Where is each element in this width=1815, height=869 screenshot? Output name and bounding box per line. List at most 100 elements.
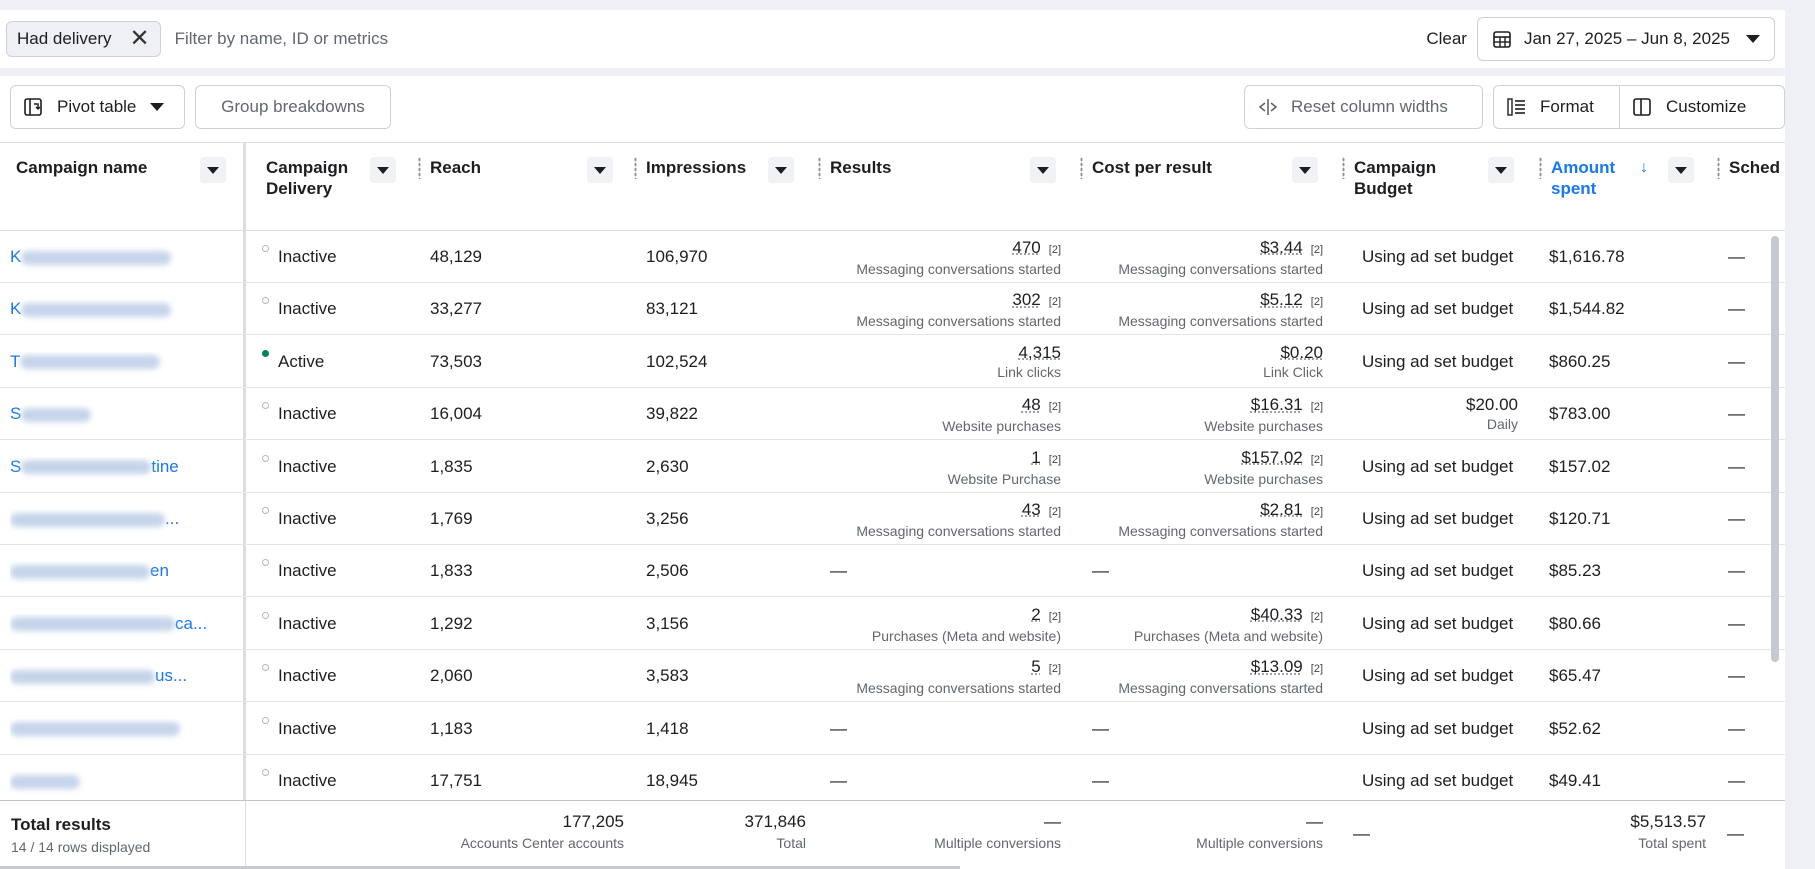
group-breakdowns-button[interactable]: Group breakdowns xyxy=(195,85,391,129)
drag-handle-icon[interactable] xyxy=(418,157,421,179)
results-value[interactable]: 43 [2] xyxy=(814,500,1061,522)
drag-handle-icon[interactable] xyxy=(1717,157,1720,179)
campaign-name-link[interactable]: ... xyxy=(10,509,230,561)
drag-handle-icon[interactable] xyxy=(1342,157,1345,179)
sort-descending-icon[interactable]: ↓ xyxy=(1640,159,1648,176)
results-label: Messaging conversations started xyxy=(856,523,1061,539)
cost-per-result-cell: $2.81 [2] Messaging conversations started xyxy=(1076,493,1323,545)
impressions-value: 3,156 xyxy=(646,613,689,633)
close-icon[interactable]: ✕ xyxy=(129,25,150,52)
chevron-down-icon[interactable] xyxy=(1488,157,1514,183)
header-amount-spent[interactable]: Amount spent ↓ xyxy=(1535,143,1713,231)
redacted-name xyxy=(21,460,152,475)
chevron-down-icon[interactable] xyxy=(200,157,226,183)
results-number[interactable]: 302 xyxy=(1012,290,1041,310)
table-row[interactable]: K Inactive 33,277 83,121 302 [2] Messagin… xyxy=(0,283,1785,336)
cpr-number[interactable]: $40.33 xyxy=(1250,604,1303,624)
cpr-value[interactable]: $16.31 [2] xyxy=(1076,395,1323,417)
header-schedule[interactable]: Sched xyxy=(1713,143,1785,231)
cpr-value[interactable]: $3.44 [2] xyxy=(1076,238,1323,260)
table-row[interactable]: S Inactive 16,004 39,822 48 [2] Website p… xyxy=(0,388,1785,441)
header-campaign-delivery[interactable]: Campaign Delivery xyxy=(250,143,414,231)
customize-button[interactable]: Customize xyxy=(1619,85,1785,129)
results-number[interactable]: 1 xyxy=(1031,447,1041,467)
results-number[interactable]: 48 xyxy=(1021,395,1041,415)
results-value[interactable]: 4,315 xyxy=(814,343,1061,363)
table-row[interactable]: ca... Inactive 1,292 3,156 2 [2] Purchase… xyxy=(0,598,1785,650)
amount-spent-value: $49.41 xyxy=(1549,771,1601,790)
table-row[interactable]: T Active 73,503 102,524 4,315 Link click… xyxy=(0,336,1785,388)
table-row[interactable]: Inactive 1,183 1,418 — — Using ad set bu… xyxy=(0,703,1785,755)
chevron-down-icon[interactable] xyxy=(1292,157,1318,183)
cost-per-result-cell: $40.33 [2] Purchases (Meta and website) xyxy=(1076,598,1323,650)
campaign-name-link[interactable]: S xyxy=(10,404,230,456)
results-number[interactable]: 470 xyxy=(1012,238,1041,257)
drag-handle-icon[interactable] xyxy=(818,157,821,179)
cpr-value[interactable]: $0.20 xyxy=(1076,343,1323,363)
cpr-value[interactable]: $13.09 [2] xyxy=(1076,657,1323,679)
cpr-value[interactable]: $40.33 [2] xyxy=(1076,605,1323,627)
header-impressions[interactable]: Impressions xyxy=(630,143,814,231)
drag-handle-icon[interactable] xyxy=(1080,157,1083,179)
table-row[interactable]: ... Inactive 1,769 3,256 43 [2] Messaging… xyxy=(0,493,1785,545)
results-number[interactable]: 5 xyxy=(1031,657,1041,677)
campaign-name-link[interactable]: T xyxy=(10,352,230,404)
horizontal-scrollbar[interactable] xyxy=(0,866,960,869)
chevron-down-icon[interactable] xyxy=(1668,157,1694,183)
table-row[interactable]: en Inactive 1,833 2,506 — — Using ad set… xyxy=(0,545,1785,598)
reset-column-widths-button[interactable]: Reset column widths xyxy=(1244,85,1483,129)
cpr-value[interactable]: $2.81 [2] xyxy=(1076,500,1323,522)
cpr-number[interactable]: $157.02 xyxy=(1241,447,1303,467)
header-campaign-name[interactable]: Campaign name xyxy=(0,143,243,231)
drag-handle-icon[interactable] xyxy=(1539,157,1542,179)
campaign-name-link[interactable]: ca... xyxy=(10,614,230,666)
table-row[interactable]: K Inactive 48,129 106,970 470 [2] Messagi… xyxy=(0,231,1785,283)
results-number[interactable]: 4,315 xyxy=(1018,342,1061,362)
results-number[interactable]: 2 xyxy=(1031,604,1041,624)
cpr-number[interactable]: $16.31 xyxy=(1250,395,1303,415)
cpr-number[interactable]: $0.20 xyxy=(1280,342,1323,362)
cpr-value[interactable]: $5.12 [2] xyxy=(1076,290,1323,312)
campaign-name-link[interactable]: en xyxy=(10,561,230,613)
cpr-number[interactable]: $2.81 xyxy=(1260,500,1303,519)
vertical-scrollbar[interactable] xyxy=(1771,236,1779,662)
clear-button[interactable]: Clear xyxy=(1426,29,1467,48)
header-cost-per-result[interactable]: Cost per result xyxy=(1076,143,1338,231)
schedule-value: — xyxy=(1728,771,1745,790)
header-reach[interactable]: Reach xyxy=(414,143,630,231)
chevron-down-icon[interactable] xyxy=(768,157,794,183)
results-value[interactable]: 48 [2] xyxy=(814,395,1061,417)
format-button[interactable]: Format xyxy=(1493,85,1620,129)
campaign-name-link[interactable]: K xyxy=(10,299,230,351)
header-results[interactable]: Results xyxy=(814,143,1076,231)
reach-value: 48,129 xyxy=(430,247,482,266)
cpr-number[interactable]: $5.12 xyxy=(1260,290,1303,310)
results-value[interactable]: 2 [2] xyxy=(814,605,1061,627)
filter-chip-had-delivery[interactable]: Had delivery ✕ xyxy=(6,21,161,57)
campaign-name-link[interactable] xyxy=(10,719,230,771)
cpr-value[interactable]: $157.02 [2] xyxy=(1076,448,1323,470)
results-label: Messaging conversations started xyxy=(856,680,1061,697)
results-value[interactable]: 470 [2] xyxy=(814,238,1061,260)
date-range-picker[interactable]: Jan 27, 2025 – Jun 8, 2025 xyxy=(1476,17,1775,61)
results-value[interactable]: 5 [2] xyxy=(814,657,1061,679)
results-value[interactable]: 1 [2] xyxy=(814,448,1061,470)
chevron-down-icon[interactable] xyxy=(587,157,613,183)
campaign-name-link[interactable]: us... xyxy=(10,666,230,718)
results-value[interactable]: 302 [2] xyxy=(814,290,1061,312)
campaign-name-link[interactable] xyxy=(10,771,230,823)
drag-handle-icon[interactable] xyxy=(634,157,637,179)
filter-input[interactable] xyxy=(174,29,1427,49)
results-number[interactable]: 43 xyxy=(1021,500,1041,519)
header-campaign-budget[interactable]: Campaign Budget xyxy=(1338,143,1532,231)
table-row[interactable]: us... Inactive 2,060 3,583 5 [2] Messagin… xyxy=(0,650,1785,703)
chevron-down-icon[interactable] xyxy=(1030,157,1056,183)
pivot-table-button[interactable]: Pivot table xyxy=(10,85,185,129)
chevron-down-icon[interactable] xyxy=(370,157,396,183)
reach-value: 1,769 xyxy=(430,509,473,528)
cpr-number[interactable]: $13.09 xyxy=(1250,657,1303,677)
campaign-name-link[interactable]: K xyxy=(10,247,230,299)
cpr-number[interactable]: $3.44 xyxy=(1260,238,1303,257)
